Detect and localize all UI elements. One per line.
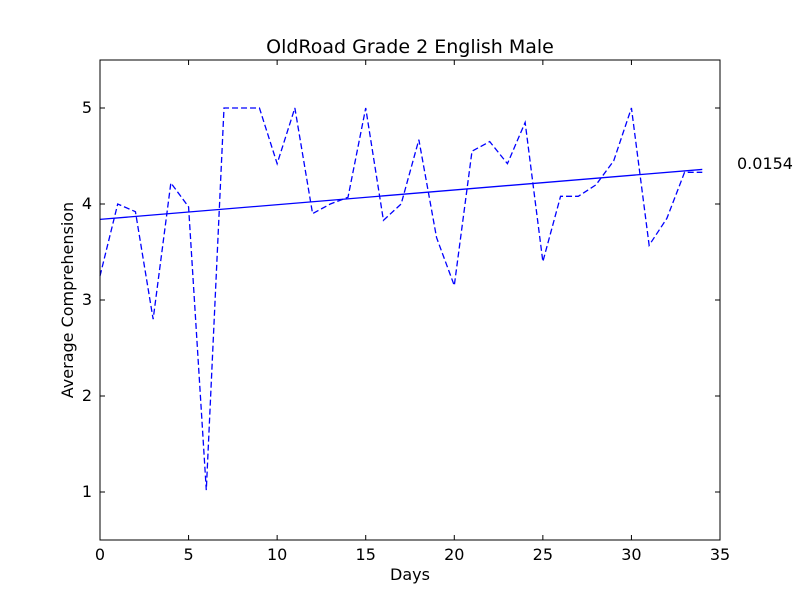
x-tick-label: 25 (533, 545, 553, 564)
x-tick-label: 10 (267, 545, 287, 564)
x-tick-label: 20 (444, 545, 464, 564)
x-tick-label: 5 (183, 545, 193, 564)
x-axis-label: Days (390, 565, 430, 584)
series-line-daily-average (99, 107, 703, 491)
x-tick-label: 30 (621, 545, 641, 564)
x-tick-label: 35 (710, 545, 730, 564)
y-axis-label: Average Comprehension (58, 202, 77, 398)
y-tick-label: 5 (82, 98, 92, 117)
y-tick-label: 4 (82, 194, 92, 213)
y-tick-label: 1 (82, 482, 92, 501)
x-tick-label: 0 (95, 545, 105, 564)
tick-layer: 0 5 10 15 20 25 30 35 1 2 3 4 5 (82, 60, 730, 564)
x-tick-label: 15 (356, 545, 376, 564)
series-layer (99, 107, 703, 491)
series-line-trend (99, 168, 703, 221)
slope-annotation: 0.0154 (737, 154, 793, 173)
chart-title: OldRoad Grade 2 English Male (266, 36, 554, 58)
y-tick-label: 3 (82, 290, 92, 309)
y-tick-label: 2 (82, 386, 92, 405)
